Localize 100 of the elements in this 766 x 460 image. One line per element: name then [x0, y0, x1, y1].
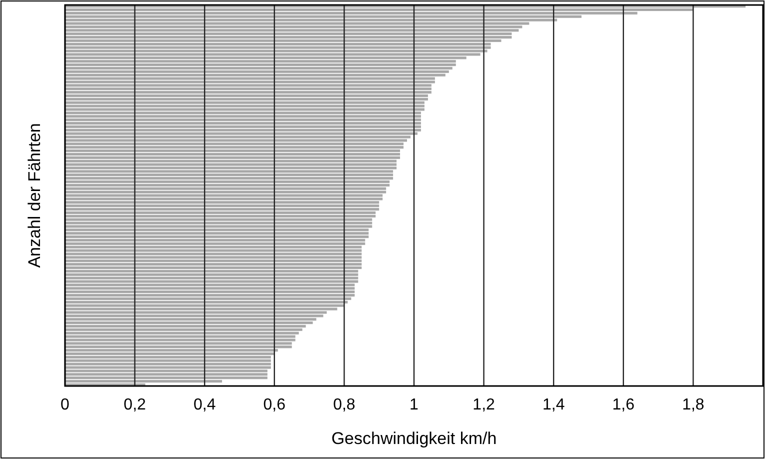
bar: [65, 204, 380, 208]
bar: [65, 297, 352, 300]
bar: [65, 266, 362, 270]
bar: [65, 91, 432, 94]
bar: [65, 112, 421, 114]
bar: [65, 170, 394, 173]
bar: [65, 177, 394, 180]
x-tick-label: 1,8: [682, 396, 704, 414]
bar: [65, 187, 386, 190]
x-tick-label: 0,8: [333, 396, 356, 414]
bar: [65, 149, 400, 152]
bar: [65, 101, 424, 104]
bar: [65, 80, 435, 84]
bar: [65, 300, 348, 304]
bar: [65, 194, 383, 197]
bar: [65, 218, 372, 221]
x-tick-label: 1,2: [472, 396, 496, 414]
y-axis-title: Anzahl der Fährten: [25, 123, 44, 268]
bar: [65, 314, 324, 318]
x-tick-label: 0,2: [124, 396, 146, 414]
bar: [65, 370, 268, 372]
bar: [65, 156, 400, 159]
bar: [65, 373, 268, 376]
bar: [65, 36, 512, 39]
bar: [65, 152, 400, 156]
bar: [65, 132, 418, 135]
bar: [65, 225, 372, 228]
bar: [65, 180, 390, 184]
bar: [65, 118, 421, 122]
bar: [65, 142, 404, 146]
bar: [65, 338, 296, 342]
bar: [65, 108, 424, 111]
bar: [65, 66, 452, 70]
bar: [65, 346, 292, 348]
bar: [65, 198, 383, 200]
bar: [65, 287, 355, 290]
bar: [65, 304, 344, 307]
bar: [65, 122, 421, 125]
bar: [65, 208, 380, 211]
bar: [65, 328, 302, 331]
bar: [65, 74, 446, 76]
bar: [65, 376, 268, 380]
bar: [65, 63, 456, 66]
bar: [65, 273, 358, 276]
bar: [65, 190, 386, 194]
bar: [65, 232, 369, 235]
x-axis-title: Geschwindigkeit km/h: [331, 429, 497, 448]
bar: [65, 249, 362, 252]
bar: [65, 252, 362, 256]
bar: [65, 246, 362, 248]
bar: [65, 29, 519, 32]
bar: [65, 160, 397, 162]
bar: [65, 146, 404, 149]
bar: [65, 70, 449, 73]
bar: [65, 228, 369, 232]
bar: [65, 211, 376, 214]
bar: [65, 342, 292, 345]
bar: [65, 46, 491, 49]
bar: [65, 242, 366, 245]
bar: [65, 294, 355, 297]
bar: [65, 290, 355, 294]
bar: [65, 98, 428, 100]
bar: [65, 276, 358, 280]
bar: [65, 284, 355, 286]
bar: [65, 366, 271, 369]
bar: [65, 260, 362, 262]
x-tick-label: 1: [410, 396, 419, 414]
bar: [65, 362, 271, 366]
bar: [65, 270, 358, 272]
bar: [65, 222, 372, 224]
bar: [65, 335, 296, 338]
x-tick-label: 0,6: [263, 396, 286, 414]
bar: [65, 332, 299, 334]
bar: [65, 84, 432, 87]
bar: [65, 201, 380, 204]
bar: [65, 128, 421, 132]
bar: [65, 139, 408, 142]
bar: [65, 321, 313, 324]
x-tick-label: 1,4: [542, 396, 565, 414]
bar: [65, 356, 271, 358]
bar: [65, 256, 362, 259]
bar: [65, 352, 274, 356]
bar: [65, 115, 421, 118]
bar: [65, 50, 488, 52]
bar: [65, 238, 366, 242]
bar: [65, 125, 421, 128]
bar: [65, 88, 432, 90]
bar: [65, 280, 358, 283]
x-tick-label: 0,4: [193, 396, 216, 414]
bar: [65, 214, 376, 218]
bar: [65, 359, 271, 362]
bar: [65, 235, 369, 238]
bar: [65, 263, 362, 266]
x-tick-label: 0: [60, 396, 70, 414]
x-tick-label: 1,6: [612, 396, 635, 414]
bar: [65, 184, 390, 186]
bar: [65, 174, 394, 176]
bar: [65, 94, 428, 98]
bar: [65, 104, 424, 108]
bar: [65, 166, 397, 170]
